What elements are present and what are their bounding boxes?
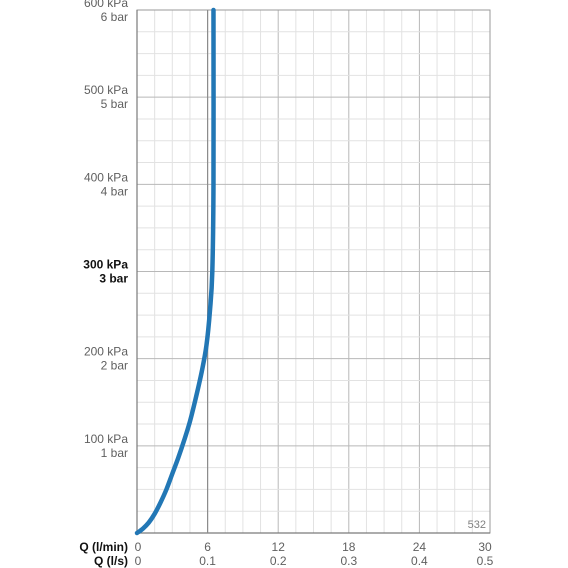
x-axis-labels: Q (l/min)Q (l/s) 00 60.1 120.2 180.3 240.4 300… (79, 540, 493, 568)
y-tick-label-kpa: 600 kPa (84, 0, 128, 10)
y-tick-label-kpa: 100 kPa (84, 432, 128, 446)
x-tick-label-lmin: 0 (135, 540, 142, 554)
x-tick-label-lmin: 6 (204, 540, 211, 554)
series-line-0 (134, 7, 216, 536)
y-tick-label-bar: 5 bar (101, 97, 128, 111)
x-row-label-lmin: Q (l/min) (79, 540, 128, 554)
y-tick-label-bar: 4 bar (101, 184, 128, 198)
x-row-label-ls: Q (l/s) (94, 554, 128, 568)
y-tick-label-bar: 3 bar (99, 272, 128, 286)
grid (136, 9, 491, 534)
y-tick-label-kpa: 500 kPa (84, 83, 128, 97)
y-tick-label-bar: 2 bar (101, 359, 128, 373)
x-tick-label-ls: 0 (135, 554, 142, 568)
x-tick-label-lmin: 24 (413, 540, 427, 554)
x-tick-label-ls: 0.1 (199, 554, 216, 568)
y-tick-label-bar: 6 bar (101, 10, 128, 24)
x-tick-label-lmin: 18 (342, 540, 356, 554)
x-tick-label-ls: 0.5 (477, 554, 494, 568)
y-tick-label-bar: 1 bar (101, 446, 128, 460)
chart-code-label: 532 (468, 519, 486, 531)
x-tick-label-lmin: 30 (478, 540, 492, 554)
y-tick-label-kpa: 200 kPa (84, 345, 128, 359)
x-tick-label-ls: 0.2 (270, 554, 287, 568)
series-layer (134, 7, 216, 536)
x-tick-label-ls: 0.3 (340, 554, 357, 568)
y-tick-label-kpa: 300 kPa (83, 258, 128, 272)
y-tick-label-kpa: 400 kPa (84, 170, 128, 184)
x-tick-label-ls: 0.4 (411, 554, 428, 568)
x-tick-label-lmin: 12 (272, 540, 286, 554)
